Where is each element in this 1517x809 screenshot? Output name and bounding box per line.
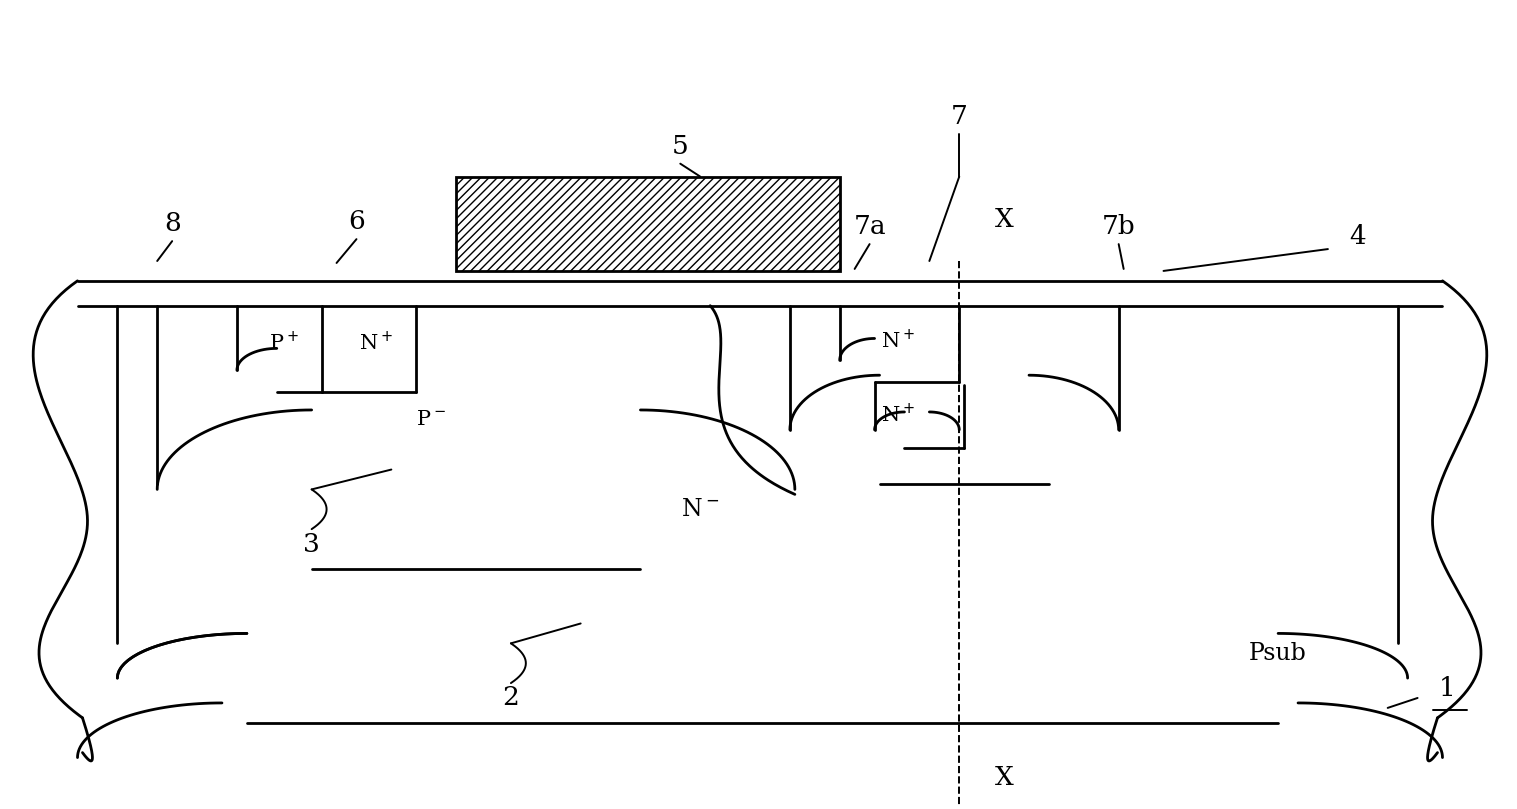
Text: 6: 6 (347, 209, 366, 234)
Text: X: X (995, 765, 1013, 790)
Text: 5: 5 (672, 134, 689, 159)
Text: Psub: Psub (1248, 642, 1308, 665)
Text: P$^-$: P$^-$ (416, 410, 446, 430)
Text: 7a: 7a (853, 214, 886, 239)
Text: N$^+$: N$^+$ (360, 331, 393, 354)
Text: 7b: 7b (1101, 214, 1136, 239)
Text: 1: 1 (1440, 676, 1456, 701)
Text: 7: 7 (951, 104, 968, 129)
Text: 4: 4 (1350, 223, 1367, 248)
Text: N$^+$: N$^+$ (880, 328, 915, 352)
Text: N$^+$: N$^+$ (880, 403, 915, 426)
Text: 8: 8 (164, 211, 181, 235)
Text: 2: 2 (502, 685, 519, 710)
Text: X: X (995, 207, 1013, 232)
Text: P$^+$: P$^+$ (269, 331, 299, 354)
Text: N$^-$: N$^-$ (681, 498, 719, 521)
Text: 3: 3 (303, 532, 320, 557)
Bar (457, 176, 840, 271)
